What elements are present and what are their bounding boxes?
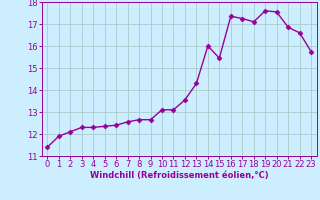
X-axis label: Windchill (Refroidissement éolien,°C): Windchill (Refroidissement éolien,°C) [90,171,268,180]
